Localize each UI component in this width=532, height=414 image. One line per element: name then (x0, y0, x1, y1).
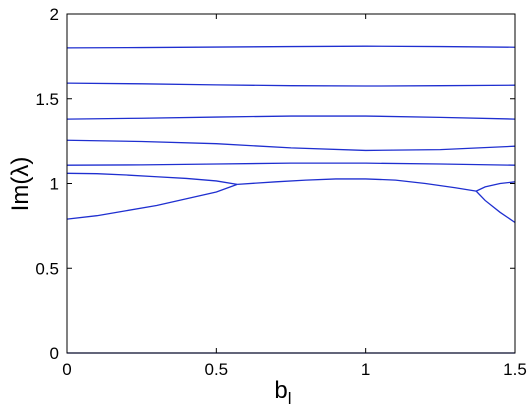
x-label-main: b (274, 377, 287, 404)
line (66, 172, 238, 185)
x-axis-label: bl (274, 377, 291, 408)
line (66, 139, 516, 152)
x-label-subscript: l (288, 389, 292, 408)
line (66, 162, 516, 166)
x-tick-label: 0 (62, 360, 71, 379)
y-tick-label: 1.5 (35, 90, 59, 109)
y-tick-label: 2 (50, 5, 59, 24)
line (66, 45, 516, 49)
x-tick-label: 1 (361, 360, 370, 379)
x-tick-label: 0.5 (205, 360, 229, 379)
y-tick-label: 1 (50, 175, 59, 194)
line (66, 82, 516, 87)
line (475, 181, 516, 192)
y-tick-label: 0.5 (35, 259, 59, 278)
y-tick-label: 0 (50, 344, 59, 363)
line (237, 178, 477, 192)
line (475, 190, 516, 224)
line (66, 183, 238, 220)
y-axis-label: Im(λ) (7, 157, 34, 212)
x-tick-label: 1.5 (503, 360, 527, 379)
line (66, 115, 516, 120)
